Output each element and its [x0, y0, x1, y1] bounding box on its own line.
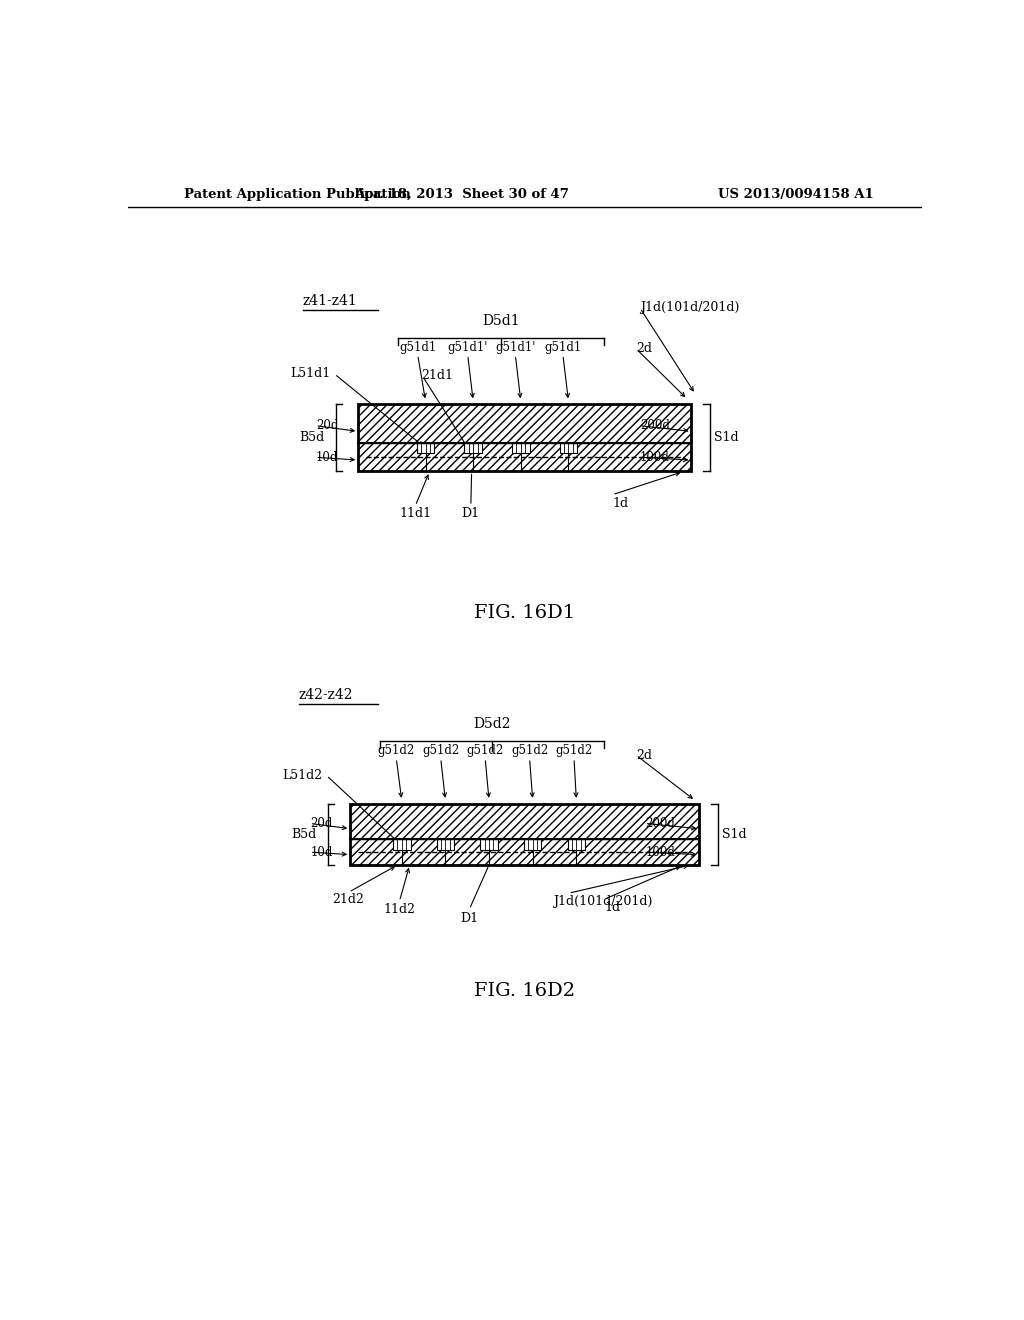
Text: 20d: 20d	[316, 420, 339, 432]
Text: 10d: 10d	[316, 450, 339, 463]
Bar	[358, 444, 691, 471]
Text: 2d: 2d	[636, 342, 652, 355]
Bar	[480, 840, 498, 850]
Text: 11d1: 11d1	[399, 507, 431, 520]
Bar	[350, 804, 699, 840]
Text: S1d: S1d	[715, 432, 739, 445]
Text: L51d1: L51d1	[290, 367, 331, 380]
Text: J1d(101d/201d): J1d(101d/201d)	[640, 301, 739, 314]
Text: D1: D1	[462, 507, 480, 520]
Text: g51d2: g51d2	[467, 744, 504, 758]
Text: 200d: 200d	[640, 420, 670, 432]
Bar	[417, 444, 434, 453]
Bar	[350, 804, 699, 865]
Bar	[350, 840, 699, 865]
Text: g51d1': g51d1'	[447, 341, 487, 354]
Bar	[524, 840, 542, 850]
Text: 100d: 100d	[645, 846, 675, 858]
Text: 1d: 1d	[604, 902, 621, 915]
Text: g51d1': g51d1'	[495, 341, 536, 354]
Bar	[512, 444, 529, 453]
Text: g51d2: g51d2	[422, 744, 460, 758]
Bar	[567, 840, 585, 850]
Bar	[358, 404, 691, 444]
Text: 10d: 10d	[310, 846, 333, 858]
Text: Patent Application Publication: Patent Application Publication	[183, 189, 411, 202]
Bar	[393, 840, 411, 850]
Text: 100d: 100d	[640, 450, 670, 463]
Text: g51d2: g51d2	[378, 744, 415, 758]
Text: US 2013/0094158 A1: US 2013/0094158 A1	[718, 189, 873, 202]
Text: FIG. 16D2: FIG. 16D2	[474, 982, 575, 999]
Text: FIG. 16D1: FIG. 16D1	[474, 603, 575, 622]
Text: B5d: B5d	[292, 828, 316, 841]
Text: 21d1: 21d1	[422, 370, 454, 383]
Bar	[465, 444, 482, 453]
Bar	[560, 444, 578, 453]
Text: g51d2: g51d2	[511, 744, 548, 758]
Text: L51d2: L51d2	[283, 768, 323, 781]
Text: D1: D1	[460, 912, 478, 924]
Text: z41-z41: z41-z41	[303, 294, 357, 308]
Text: J1d(101d/201d): J1d(101d/201d)	[553, 895, 652, 908]
Text: D5d1: D5d1	[482, 314, 520, 329]
Bar	[436, 840, 455, 850]
Text: 20d: 20d	[310, 817, 333, 830]
Text: 11d2: 11d2	[383, 903, 416, 916]
Text: D5d2: D5d2	[473, 717, 511, 731]
Text: 21d2: 21d2	[333, 894, 365, 907]
Text: S1d: S1d	[722, 828, 748, 841]
Text: z42-z42: z42-z42	[299, 688, 353, 702]
Text: Apr. 18, 2013  Sheet 30 of 47: Apr. 18, 2013 Sheet 30 of 47	[354, 189, 568, 202]
Text: B5d: B5d	[300, 432, 325, 445]
Text: 200d: 200d	[645, 817, 675, 830]
Text: g51d1: g51d1	[545, 341, 582, 354]
Text: g51d1: g51d1	[399, 341, 436, 354]
Text: 1d: 1d	[612, 496, 628, 510]
Text: g51d2: g51d2	[555, 744, 593, 758]
Text: 2d: 2d	[636, 748, 652, 762]
Bar	[358, 404, 691, 471]
